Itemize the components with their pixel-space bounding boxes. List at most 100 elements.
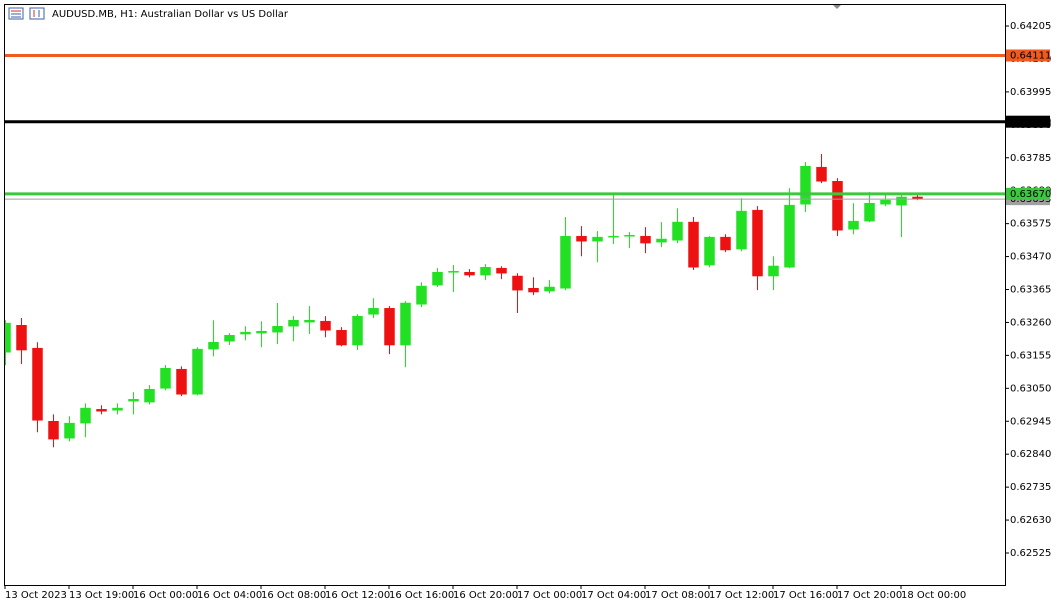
candle-body	[240, 331, 251, 335]
candle-body	[848, 220, 859, 230]
candle-body	[16, 325, 27, 351]
candle-body	[48, 421, 59, 440]
candle-body	[352, 315, 363, 346]
candle-body	[320, 320, 331, 331]
candle-body	[128, 399, 139, 402]
candle-body	[176, 368, 187, 395]
y-tick-label: 0.62630	[1010, 515, 1051, 526]
y-tick-label: 0.64205	[1010, 21, 1051, 32]
candle-body	[432, 272, 443, 286]
x-tick-label: 16 Oct 12:00	[325, 590, 390, 601]
toolbar-icons	[8, 7, 45, 20]
candle-body	[608, 235, 619, 238]
candle-body	[192, 348, 203, 395]
x-tick-label: 16 Oct 04:00	[197, 590, 262, 601]
candle-body	[256, 330, 267, 334]
y-tick-label: 0.62840	[1010, 449, 1051, 460]
y-tick-label: 0.62525	[1010, 548, 1051, 559]
x-tick-label: 16 Oct 00:00	[133, 590, 198, 601]
candle-body	[832, 181, 843, 231]
candle-body	[592, 236, 603, 242]
candle-body	[800, 165, 811, 205]
candle-body	[272, 325, 283, 333]
candle-body	[576, 235, 587, 242]
candle-body	[288, 320, 299, 327]
candle-body	[96, 409, 107, 412]
candle-body	[720, 236, 731, 251]
level-label-box	[1006, 49, 1050, 62]
x-tick-label: 17 Oct 12:00	[709, 590, 774, 601]
candle-body	[80, 407, 91, 424]
y-tick-label: 0.63575	[1010, 219, 1051, 230]
candle-body	[5, 322, 11, 353]
candle-body	[704, 236, 715, 266]
level-label: 0.64111	[1010, 51, 1051, 62]
x-tick-label: 16 Oct 20:00	[453, 590, 518, 601]
x-tick-label: 13 Oct 19:00	[69, 590, 134, 601]
scroll-marker[interactable]	[832, 4, 842, 9]
candle-body	[496, 267, 507, 274]
candle-body	[560, 235, 571, 289]
y-tick-label: 0.63155	[1010, 350, 1051, 361]
candle-body	[656, 238, 667, 243]
candle-body	[144, 389, 155, 403]
candle-body	[112, 407, 123, 411]
candle-body	[640, 235, 651, 244]
candle-body	[752, 209, 763, 277]
y-tick-label: 0.63050	[1010, 383, 1051, 394]
y-tick-label: 0.63260	[1010, 317, 1051, 328]
x-tick-label: 13 Oct 2023	[5, 590, 67, 601]
x-tick-label: 17 Oct 16:00	[773, 590, 838, 601]
level-label: 0.63670	[1010, 189, 1051, 200]
level-label-box	[1006, 187, 1050, 200]
candle-body	[464, 272, 475, 276]
candle-body	[336, 330, 347, 346]
candle-body	[400, 302, 411, 346]
plot-frame	[4, 4, 1006, 586]
candle-body	[816, 166, 827, 182]
x-tick-label: 16 Oct 16:00	[389, 590, 454, 601]
x-tick-label: 17 Oct 20:00	[837, 590, 902, 601]
y-tick-label: 0.62945	[1010, 416, 1051, 427]
candle-body	[64, 422, 75, 439]
candle-body	[512, 275, 523, 291]
candle-body	[544, 286, 555, 292]
candle-body	[768, 265, 779, 277]
candle-body	[368, 308, 379, 315]
chart-title: AUDUSD.MB, H1: Australian Dollar vs US D…	[52, 9, 289, 20]
y-tick-label: 0.63995	[1010, 87, 1051, 98]
candle-body	[416, 285, 427, 305]
candle-body	[688, 221, 699, 268]
candle-body	[304, 320, 315, 323]
candle-body	[896, 196, 907, 206]
x-tick-label: 17 Oct 00:00	[517, 590, 582, 601]
y-tick-label: 0.63365	[1010, 285, 1051, 296]
candle-body	[784, 204, 795, 268]
candle-body	[480, 266, 491, 276]
candle-body	[624, 234, 635, 237]
candle-body	[224, 335, 235, 342]
y-tick-label: 0.63470	[1010, 252, 1051, 263]
level-label-box	[1006, 115, 1050, 128]
candle-body	[208, 341, 219, 350]
y-tick-label: 0.62735	[1010, 482, 1051, 493]
candle-body	[384, 308, 395, 346]
candle-body	[160, 367, 171, 389]
icon-chart[interactable]	[29, 7, 45, 20]
x-tick-label: 16 Oct 08:00	[261, 590, 326, 601]
x-tick-label: 18 Oct 00:00	[901, 590, 966, 601]
x-tick-label: 17 Oct 04:00	[581, 590, 646, 601]
x-tick-label: 17 Oct 08:00	[645, 590, 710, 601]
candle-body	[448, 271, 459, 273]
y-tick-label: 0.63785	[1010, 153, 1051, 164]
candle-body	[864, 202, 875, 222]
candle-body	[32, 347, 43, 421]
candles	[5, 153, 923, 448]
candle-body	[880, 199, 891, 205]
candle-body	[736, 210, 747, 250]
candle-body	[672, 221, 683, 241]
candle-body	[528, 288, 539, 293]
level-label: 0.63900	[1010, 117, 1051, 128]
